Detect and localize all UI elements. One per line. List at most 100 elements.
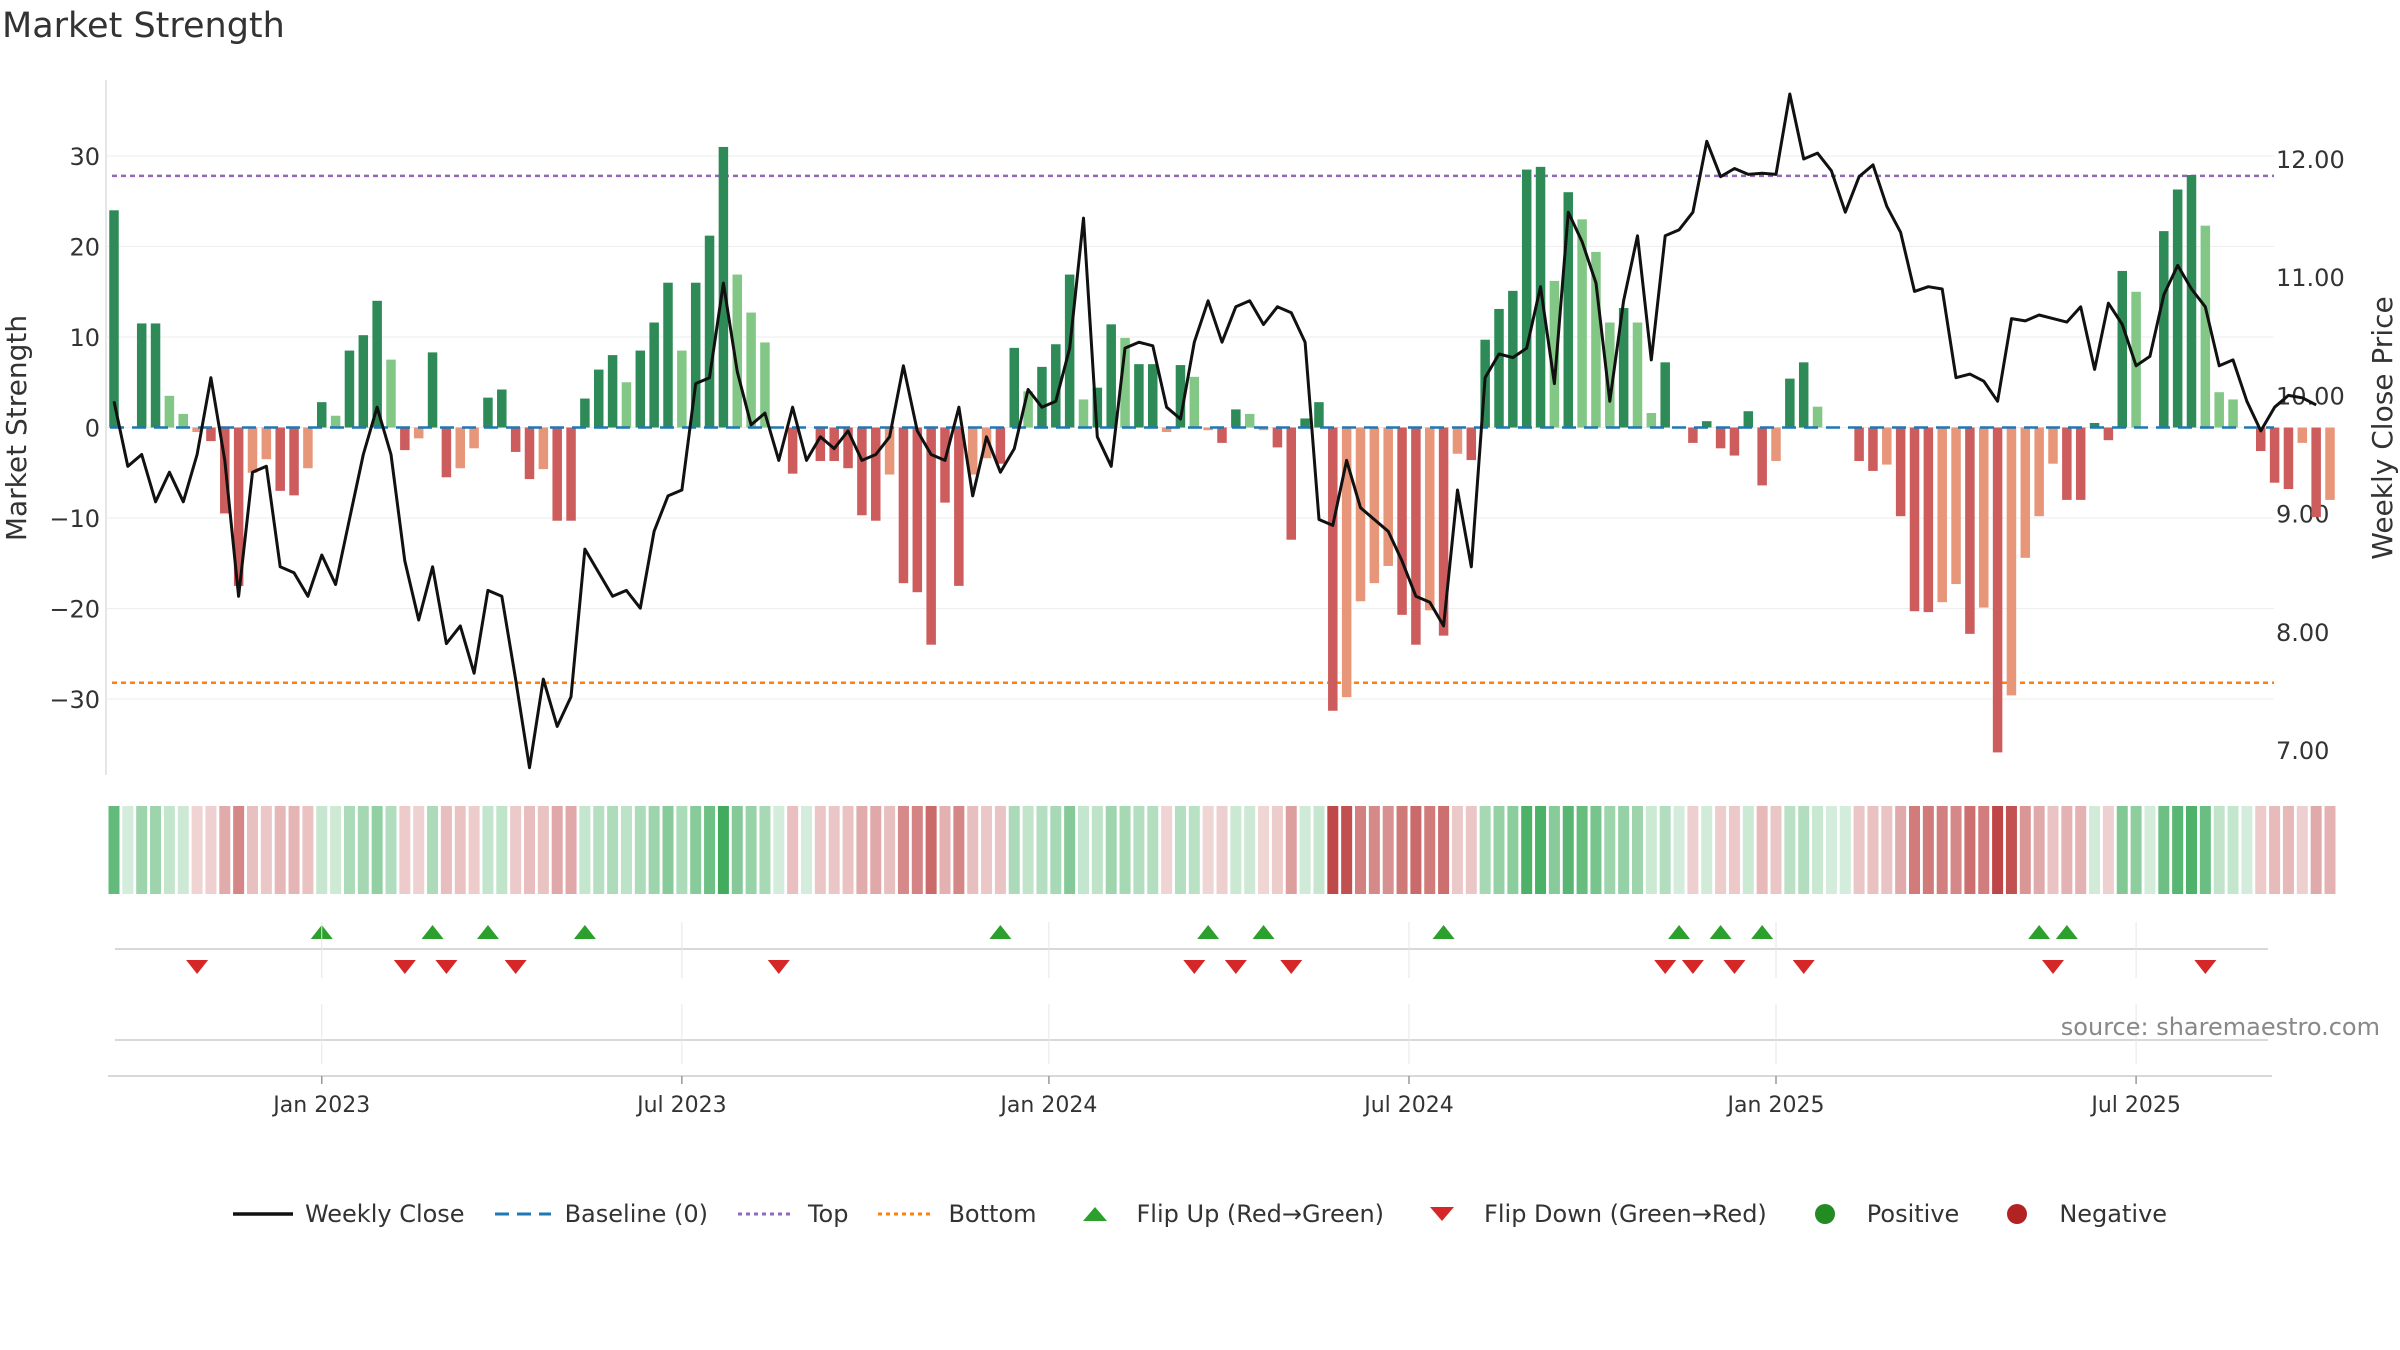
strength-bar (1383, 427, 1393, 566)
strength-bar (109, 210, 119, 428)
heat-strip-cell (1992, 806, 2004, 894)
heat-strip-cell (981, 806, 993, 894)
heat-strip-cell (2296, 806, 2308, 894)
strength-bar (843, 427, 853, 469)
legend-swatch (1082, 1207, 1107, 1221)
heat-strip-cell (1230, 806, 1242, 894)
strength-bar (1341, 427, 1352, 698)
heat-strip-cell (1798, 806, 1810, 894)
strength-bar (1632, 322, 1643, 428)
flip-down-marker (1280, 960, 1303, 974)
flip-down-marker (767, 960, 790, 974)
heat-strip-cell (1410, 806, 1422, 894)
flip-down-marker (1792, 960, 1815, 974)
strength-bar (1563, 192, 1573, 428)
strength-bar (1868, 427, 1878, 471)
strength-bar (1591, 251, 1601, 428)
strength-bar (330, 415, 341, 428)
strength-bar (2089, 422, 2100, 428)
flip-down-marker (435, 960, 458, 974)
legend-swatch (494, 1212, 551, 1216)
strength-bar (857, 427, 867, 516)
heat-strip-cell (1659, 806, 1671, 894)
y-axis-label: Market Strength (0, 315, 33, 541)
strength-bar (386, 359, 396, 428)
y2-tick-label: 12.00 (2276, 146, 2345, 174)
strength-bar (871, 427, 881, 521)
heat-strip-cell (1548, 806, 1560, 894)
legend-label: Negative (2059, 1200, 2168, 1228)
x-tick-label: Jul 2023 (635, 1093, 727, 1118)
legend-swatch (2007, 1204, 2028, 1224)
y2-tick-label: 7.00 (2276, 737, 2329, 765)
heat-strip-cell (2033, 806, 2045, 894)
strength-bar (2256, 427, 2266, 452)
heat-strip-cell (343, 806, 355, 894)
strength-bar (1397, 427, 1407, 615)
strength-bar (1189, 376, 1200, 428)
legend-label: Flip Down (Green→Red) (1484, 1200, 1767, 1228)
strength-bar (510, 427, 521, 452)
x-tick-label: Jul 2024 (1362, 1093, 1454, 1118)
strength-bar (926, 427, 936, 645)
heat-strip-cell (1507, 806, 1519, 894)
heat-strip-cell (1341, 806, 1353, 894)
heat-strip-cell (1978, 806, 1990, 894)
strength-bar (1937, 427, 1947, 603)
heat-strip-cell (399, 806, 411, 894)
strength-bar (1369, 427, 1380, 584)
heat-strip-cell (1618, 806, 1630, 894)
legend-item: Positive (1795, 1200, 1959, 1228)
strength-bar (1798, 362, 1809, 428)
strength-bar (1785, 378, 1795, 428)
strength-bar (469, 427, 479, 449)
strength-bar (1452, 427, 1463, 454)
heat-strip-cell (1078, 806, 1089, 894)
flip-up-marker (1252, 925, 1275, 939)
strength-bar (2186, 175, 2197, 428)
heat-strip-cell (1036, 806, 1048, 894)
flip-up-marker (421, 925, 444, 939)
strength-bar (2131, 291, 2141, 428)
strength-bar (732, 274, 742, 428)
flip-down-marker (1681, 960, 1704, 974)
strength-bar (2062, 427, 2072, 500)
heat-strip-cell (745, 806, 757, 894)
strength-bar (1314, 402, 1324, 428)
flip-up-marker (2055, 925, 2078, 939)
strength-bar (967, 427, 978, 475)
heat-strip-cell (1839, 806, 1851, 894)
legend-label: Bottom (948, 1200, 1037, 1228)
flip-down-marker (1224, 960, 1247, 974)
flip-up-marker (2028, 925, 2051, 939)
strength-bar (1743, 411, 1754, 428)
heat-strip-cell (856, 806, 868, 894)
heat-strip-cell (2269, 806, 2281, 894)
heat-strip-cell (427, 806, 439, 894)
heat-strip-cell (150, 806, 162, 894)
y-tick-label: 20 (69, 234, 100, 262)
strength-bar (1300, 418, 1310, 428)
heat-strip-cell (1271, 806, 1283, 894)
heat-strip-cell (122, 806, 134, 894)
heat-strip-cell (1327, 806, 1339, 894)
heat-strip-cell (814, 806, 826, 894)
legend-item: Bottom (876, 1200, 1037, 1228)
heat-strip-cell (2047, 806, 2059, 894)
heat-strip-cell (2310, 806, 2322, 894)
strength-bar (1466, 427, 1477, 461)
heat-strip-cell (1784, 806, 1796, 894)
heat-strip-cell (1050, 806, 1062, 894)
heat-strip-cell (2061, 806, 2073, 894)
heat-strip-cell (1258, 806, 1270, 894)
legend-label: Flip Up (Red→Green) (1136, 1200, 1385, 1228)
heat-strip-cell (1895, 806, 1907, 894)
y-tick-label: 10 (69, 324, 100, 352)
heat-strip-cell (482, 806, 494, 894)
legend-swatch (1430, 1207, 1455, 1221)
flip-up-marker (989, 925, 1012, 939)
strength-bar (164, 395, 175, 428)
heat-strip-cell (260, 806, 272, 894)
flip-down-marker (186, 960, 209, 974)
